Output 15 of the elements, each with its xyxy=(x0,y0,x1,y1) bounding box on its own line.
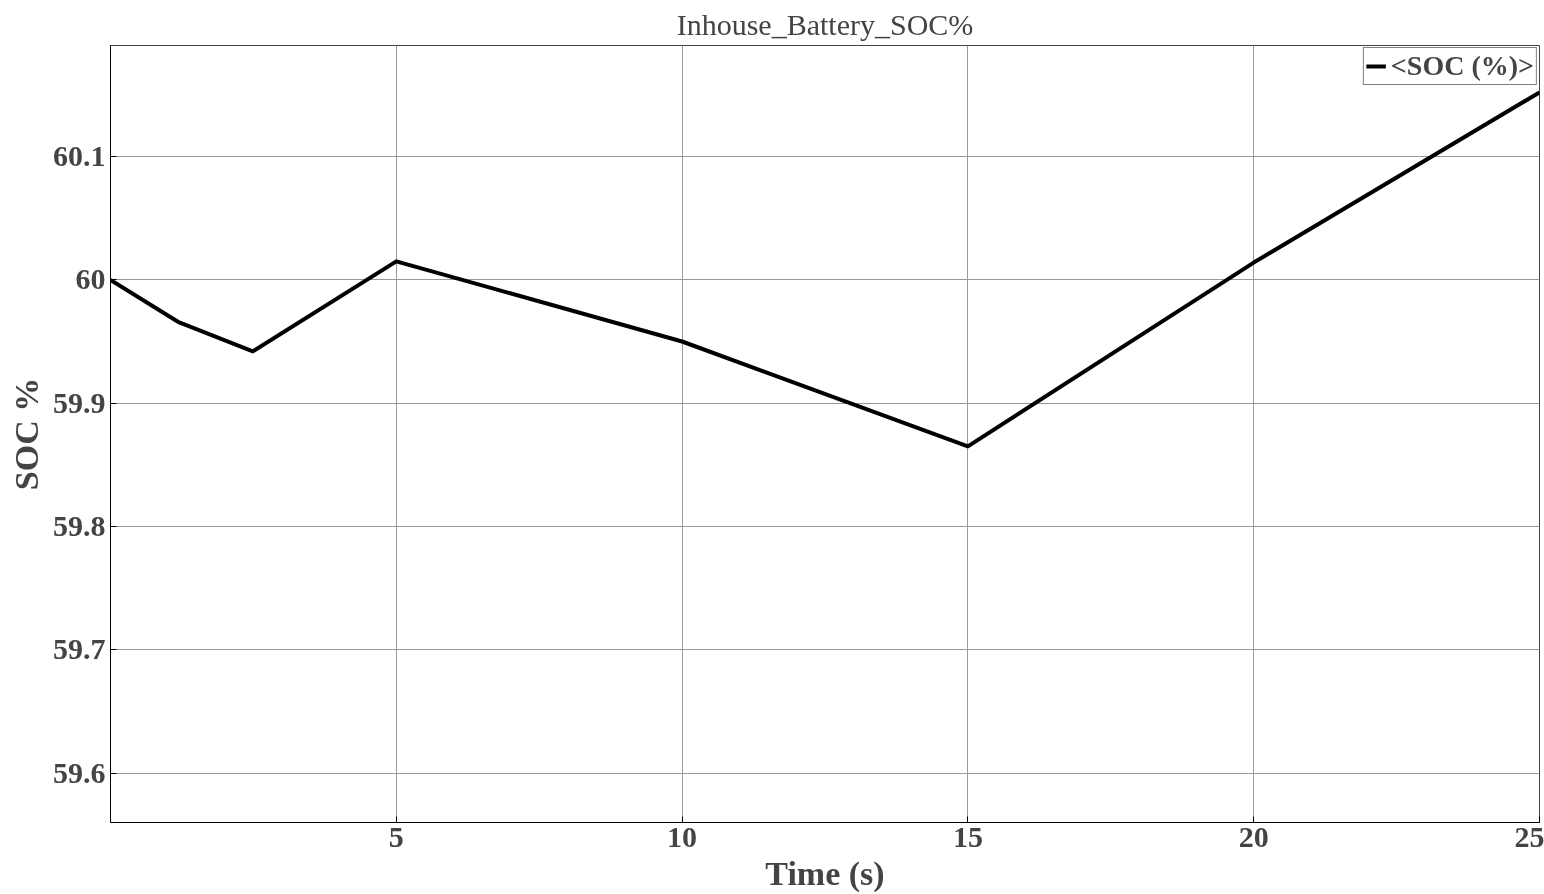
x-tick-label: 5 xyxy=(388,819,404,853)
chart-title: Inhouse_Battery_SOC% xyxy=(676,7,974,41)
y-tick-label: 59.9 xyxy=(53,385,106,419)
x-axis-title: Time (s) xyxy=(765,854,885,893)
y-tick-label: 59.7 xyxy=(53,632,106,666)
x-tick-label: 10 xyxy=(667,819,698,853)
x-tick-label: 15 xyxy=(952,819,983,853)
legend-label: <SOC (%)> xyxy=(1390,50,1534,82)
y-tick-label: 59.8 xyxy=(53,509,106,542)
y-tick-label: 59.6 xyxy=(53,755,106,789)
y-tick-label: 60.1 xyxy=(53,139,106,172)
y-tick-label: 60 xyxy=(75,262,106,296)
x-tick-label: 20 xyxy=(1238,819,1269,853)
x-tick-label: 25 xyxy=(1514,819,1544,853)
y-axis-title: SOC % xyxy=(8,377,45,491)
